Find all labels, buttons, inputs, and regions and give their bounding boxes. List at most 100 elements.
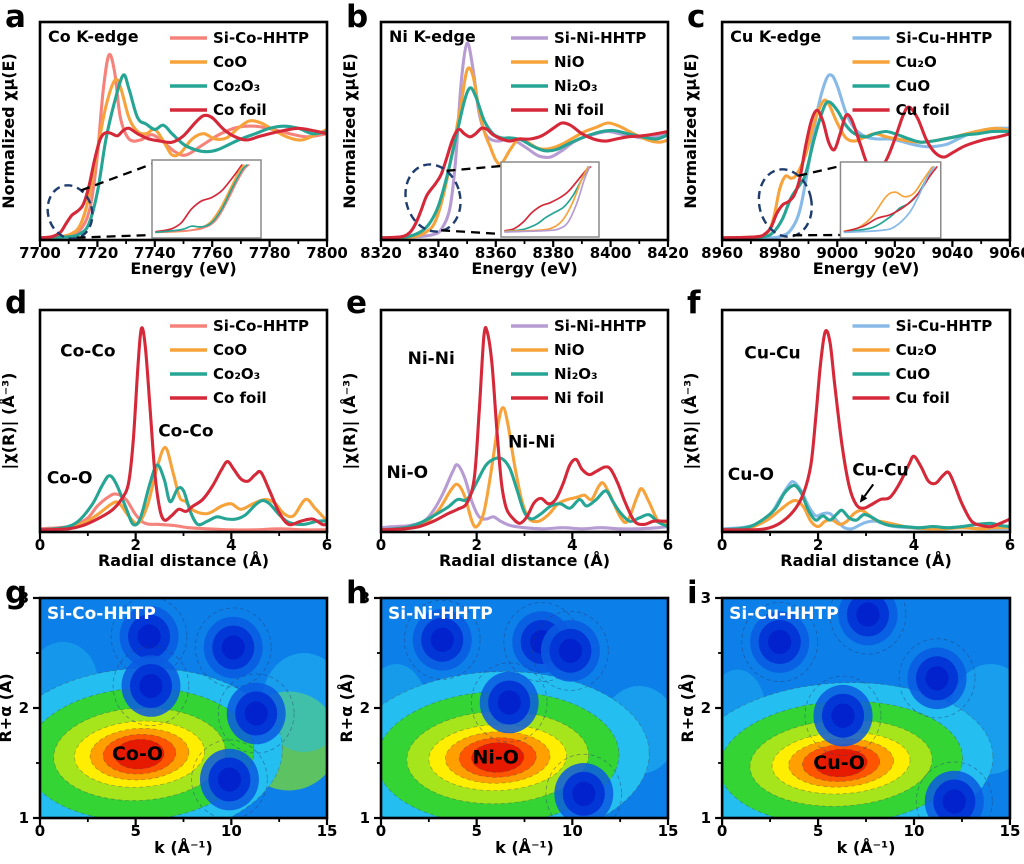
series-cu-foil: [722, 329, 1010, 532]
legend-label: Si-Co-HHTP: [213, 29, 309, 47]
inset-curve: [843, 166, 938, 233]
cold-spot-core: [856, 602, 880, 627]
x-tick-label: 0: [376, 822, 386, 840]
x-tick-label: 0: [35, 536, 45, 554]
pre-edge-callout-ellipse: [404, 163, 462, 233]
pre-edge-inset: [151, 159, 262, 239]
contour-map: [40, 598, 327, 818]
x-axis-label: Energy (eV): [471, 259, 577, 278]
x-tick-label: 7720: [77, 244, 119, 262]
x-tick-label: 5: [471, 822, 481, 840]
legend: Si-Co-HHTP CoO Co₂O₃ Co foil: [170, 29, 309, 119]
series-co₂o₃: [40, 463, 327, 532]
series-co-foil: [40, 113, 327, 240]
x-tick-label: 8340: [418, 244, 460, 262]
y-tick-label: 2: [701, 699, 711, 717]
panel-d: d Si-Co-HHTP CoO Co₂O₃ Co foil Co-Co Co-O Co-C…: [0, 280, 341, 570]
y-tick-label: 3: [360, 589, 370, 607]
panel-letter: b: [346, 0, 369, 35]
legend-label: Co₂O₃: [213, 77, 260, 95]
contour-map: [381, 598, 668, 818]
x-tick-label: 7780: [249, 244, 291, 262]
x-tick-label: 10: [562, 822, 583, 840]
legend-label: Cu₂O: [896, 53, 937, 71]
cold-spot-core: [925, 666, 949, 691]
series-cu₂o: [722, 498, 1010, 532]
x-tick-label: 5: [813, 822, 823, 840]
legend-label: NiO: [554, 53, 584, 71]
x-tick-label: 2: [813, 536, 823, 554]
contour-map: [722, 598, 1010, 818]
plot-c: Si-Cu-HHTP Cu₂O CuO Cu foil Cu K-edge 8960 898…: [681, 20, 1024, 278]
inset-curve: [843, 166, 935, 234]
cold-contour-ring: [804, 675, 882, 756]
x-axis-label: Energy (eV): [130, 259, 236, 278]
x-tick-label: 2: [471, 536, 481, 554]
series-co-foil: [40, 326, 327, 532]
x-tick-label: 8320: [360, 244, 402, 262]
x-tick-label: 0: [376, 536, 386, 554]
inset-curve: [504, 166, 592, 232]
series-co₂o₃: [40, 73, 327, 240]
panel-letter: h: [346, 575, 369, 611]
x-axis-label: Radial distance (Å): [98, 551, 269, 570]
legend: Si-Ni-HHTP NiO Ni₂O₃ Ni foil: [511, 29, 646, 119]
panel-e: e Si-Ni-HHTP NiO Ni₂O₃ Ni foil Ni-Ni Ni-O Ni-N…: [340, 280, 682, 570]
y-tick-label: 1: [701, 809, 711, 827]
bond-label: Co-O: [112, 743, 163, 765]
x-tick-label: 9000: [816, 244, 858, 262]
cold-contour-ring: [741, 602, 819, 682]
annotation-arrow: [859, 483, 875, 503]
plot-a: Si-Co-HHTP CoO Co₂O₃ Co foil Co K-edge 7700 77…: [0, 20, 348, 278]
panel-h: h Ni-O Si-Ni-HHTP 0 5 10 15 1 2 3 k (Å⁻¹) R+α (Å): [337, 570, 682, 864]
y-axis-label: R+α (Å): [677, 673, 697, 742]
legend-label: NiO: [554, 341, 584, 359]
y-axis-label: R+α (Å): [337, 673, 356, 742]
callout-line: [80, 162, 153, 192]
plot-e: Si-Ni-HHTP NiO Ni₂O₃ Ni foil Ni-Ni Ni-O Ni-Ni 0…: [340, 308, 673, 570]
x-tick-label: 15: [317, 822, 338, 840]
plot-f: Si-Cu-HHTP Cu₂O CuO Cu foil Cu-Cu Cu-O Cu-Cu 0 2…: [680, 308, 1015, 570]
panel-c: c Si-Cu-HHTP Cu₂O CuO Cu foil Cu K-edge 8960 8…: [681, 0, 1024, 280]
pre-edge-inset: [839, 161, 942, 239]
legend-label: CuO: [896, 77, 931, 95]
panel-b: b Si-Ni-HHTP NiO Ni₂O₃ Ni foil Ni K-edge 8320…: [340, 0, 689, 280]
x-tick-label: 9020: [874, 244, 916, 262]
bond-annotation: Cu-Cu: [744, 344, 800, 364]
x-tick-label: 4: [567, 536, 577, 554]
x-tick-label: 0: [35, 822, 45, 840]
x-tick-label: 4: [909, 536, 919, 554]
pre-edge-callout-ellipse: [46, 184, 94, 240]
x-tick-label: 6: [322, 536, 332, 554]
x-tick-label: 0: [717, 822, 727, 840]
edge-tag: Ni K-edge: [389, 27, 476, 46]
cold-spot-core: [137, 624, 161, 649]
callout-line: [446, 164, 502, 172]
edge-tag: Co K-edge: [48, 27, 139, 46]
inset-curve: [155, 164, 250, 234]
cold-contour-ring: [112, 646, 190, 726]
y-axis-label: |χ(R)| (Å⁻³): [680, 373, 701, 470]
plot-b: Si-Ni-HHTP NiO Ni₂O₃ Ni foil Ni K-edge 8320 83…: [340, 20, 689, 278]
edge-tag: Cu K-edge: [730, 27, 821, 46]
x-tick-label: 9040: [931, 244, 973, 262]
x-axis-label: k (Å⁻¹): [837, 837, 896, 857]
legend-label: Si-Cu-HHTP: [896, 29, 993, 47]
y-axis-label: |χ(R)| (Å⁻³): [0, 373, 19, 470]
x-tick-label: 2: [130, 536, 140, 554]
series-si-co-hhtp: [40, 492, 327, 532]
series-group: [722, 73, 1010, 240]
x-axis-label: Radial distance (Å): [780, 550, 952, 570]
callout-line: [76, 233, 153, 239]
legend-label: Si-Co-HHTP: [213, 317, 309, 335]
panel-a: a Si-Co-HHTP CoO Co₂O₃ Co foil Co K-edge 7700…: [0, 0, 348, 280]
x-axis-label: k (Å⁻¹): [154, 838, 213, 857]
legend-label: Cu foil: [896, 101, 950, 119]
bond-annotation: Co-O: [47, 468, 93, 488]
legend: Si-Cu-HHTP Cu₂O CuO Cu foil: [852, 317, 992, 407]
x-tick-label: 9060: [989, 244, 1024, 262]
cold-spot-core: [139, 673, 163, 699]
x-tick-label: 6: [1005, 536, 1015, 554]
panel-letter: i: [687, 575, 698, 611]
